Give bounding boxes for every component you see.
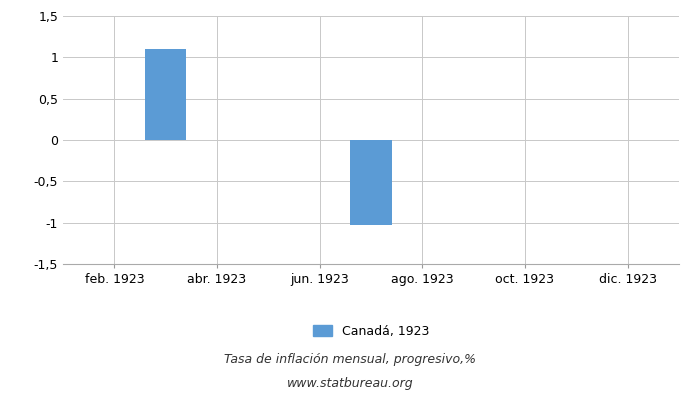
Text: www.statbureau.org: www.statbureau.org xyxy=(287,378,413,390)
Text: Tasa de inflación mensual, progresivo,%: Tasa de inflación mensual, progresivo,% xyxy=(224,354,476,366)
Legend: Canadá, 1923: Canadá, 1923 xyxy=(313,325,429,338)
Bar xyxy=(351,140,391,225)
Bar xyxy=(145,49,186,140)
